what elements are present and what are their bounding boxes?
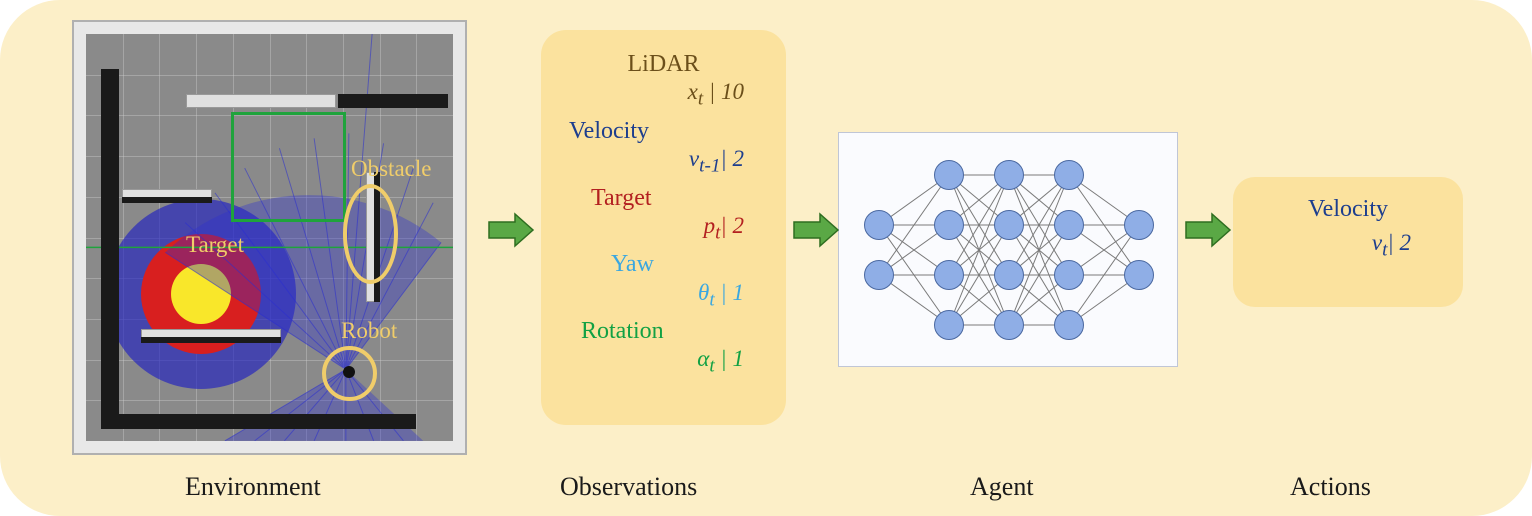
nn-node (994, 310, 1024, 340)
nn-node (1054, 260, 1084, 290)
environment-scene: Target Obstacle Robot (86, 34, 453, 441)
target-label: Target (591, 186, 766, 211)
nn-node (934, 310, 964, 340)
nn-node (1054, 210, 1084, 240)
diagram-container: Target Obstacle Robot LiDAR xt | 10 Velo… (0, 0, 1532, 516)
arrow-3 (1184, 210, 1234, 250)
robot-ring (322, 346, 377, 401)
yaw-value: θt | 1 (561, 280, 744, 312)
actions-panel: Velocity vt| 2 (1233, 177, 1463, 307)
nn-node (934, 210, 964, 240)
nn-node (994, 160, 1024, 190)
nn-node (994, 210, 1024, 240)
environment-panel: Target Obstacle Robot (72, 20, 467, 455)
green-box (231, 112, 346, 222)
nn-node (864, 260, 894, 290)
target-annotation: Target (186, 232, 244, 258)
nn-node (934, 160, 964, 190)
action-velocity-label: Velocity (1255, 197, 1441, 222)
caption-actions: Actions (1290, 472, 1371, 502)
caption-environment: Environment (185, 472, 321, 502)
velocity-value: vt-1| 2 (561, 146, 744, 178)
nn-node (934, 260, 964, 290)
agent-nn-panel (838, 132, 1178, 367)
lidar-value: xt | 10 (561, 79, 744, 111)
action-velocity-value: vt| 2 (1255, 230, 1411, 262)
obstacle-annotation: Obstacle (351, 156, 431, 182)
nn-node (1124, 210, 1154, 240)
nn-node (994, 260, 1024, 290)
rotation-value: αt | 1 (561, 346, 744, 378)
obstacle-ring (343, 184, 398, 284)
nn-node (864, 210, 894, 240)
velocity-label: Velocity (569, 119, 766, 144)
arrow-2 (792, 210, 842, 250)
lidar-label: LiDAR (561, 52, 766, 77)
nn-node (1054, 310, 1084, 340)
observations-panel: LiDAR xt | 10 Velocity vt-1| 2 Target pt… (541, 30, 786, 425)
nn-node (1124, 260, 1154, 290)
caption-observations: Observations (560, 472, 697, 502)
rotation-label: Rotation (581, 319, 766, 344)
target-value: pt| 2 (561, 213, 744, 245)
nn-node (1054, 160, 1084, 190)
robot-annotation: Robot (341, 318, 397, 344)
caption-agent: Agent (970, 472, 1034, 502)
arrow-1 (487, 210, 537, 250)
yaw-label: Yaw (611, 252, 766, 277)
